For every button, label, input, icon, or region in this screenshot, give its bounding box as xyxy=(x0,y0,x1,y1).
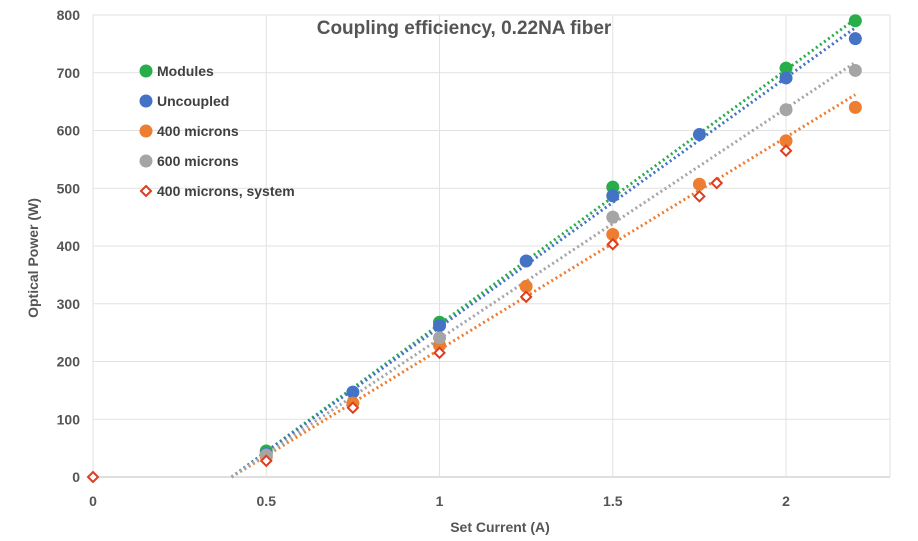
y-axis-label: Optical Power (W) xyxy=(25,198,41,318)
point-400-microns-system xyxy=(606,237,620,251)
point-400-microns xyxy=(692,177,706,191)
point-400-microns-system xyxy=(433,346,446,360)
y-tick-label: 700 xyxy=(57,65,81,81)
point-400-microns-system xyxy=(86,470,100,484)
legend-label: Modules xyxy=(157,63,214,79)
point-400-microns-system xyxy=(259,454,273,468)
legend-item: 600 microns xyxy=(139,153,239,169)
point-400-microns xyxy=(848,100,862,114)
y-tick-label: 600 xyxy=(57,123,81,139)
point-uncoupled xyxy=(692,128,706,142)
x-tick-label: 1 xyxy=(436,493,444,509)
x-tick-label: 0.5 xyxy=(257,493,277,509)
trendline-modules xyxy=(230,17,857,479)
point-400-microns xyxy=(606,227,620,241)
x-axis-label: Set Current (A) xyxy=(450,519,550,535)
y-tick-label: 200 xyxy=(57,354,81,370)
legend-marker xyxy=(139,184,153,198)
legend-item: Modules xyxy=(139,63,214,79)
trendline-uncoupled xyxy=(230,26,857,479)
legend-marker xyxy=(139,64,153,78)
data-points xyxy=(86,14,862,484)
tick-labels: 0 100 200 300 400 500 600 700 800 0 0.5 1 1.5 2 xyxy=(57,7,791,509)
point-400-microns-system xyxy=(710,176,724,190)
x-tick-label: 1.5 xyxy=(603,493,623,509)
point-uncoupled xyxy=(848,32,862,46)
point-uncoupled xyxy=(346,385,360,399)
y-tick-label: 300 xyxy=(57,296,81,312)
legend-item: Uncoupled xyxy=(139,93,229,109)
legend-marker xyxy=(139,124,153,138)
point-uncoupled xyxy=(519,254,533,268)
trendline-400-microns xyxy=(230,93,857,479)
point-uncoupled xyxy=(606,189,620,203)
point-600-microns xyxy=(848,63,862,77)
point-600-microns xyxy=(606,210,620,224)
point-600-microns xyxy=(433,331,447,345)
trendlines xyxy=(230,17,857,479)
x-tick-label: 0 xyxy=(89,493,97,509)
point-uncoupled xyxy=(433,319,447,333)
y-tick-label: 500 xyxy=(57,180,81,196)
point-400-microns xyxy=(519,279,533,293)
legend-label: Uncoupled xyxy=(157,93,229,109)
legend: Modules Uncoupled 400 microns 600 microns 40… xyxy=(139,63,295,199)
point-400-microns-system xyxy=(779,144,793,158)
gridlines xyxy=(92,14,891,478)
point-uncoupled xyxy=(779,71,793,85)
point-modules xyxy=(779,61,793,75)
legend-label: 400 microns, system xyxy=(157,183,295,199)
legend-marker xyxy=(139,154,153,168)
x-tick-label: 2 xyxy=(782,493,790,509)
trendline-600-microns xyxy=(230,61,857,479)
y-tick-label: 100 xyxy=(57,411,81,427)
y-tick-label: 400 xyxy=(57,238,81,254)
y-tick-label: 800 xyxy=(57,7,81,23)
legend-item: 400 microns xyxy=(139,123,239,139)
point-600-microns xyxy=(779,103,793,117)
legend-label: 600 microns xyxy=(157,153,239,169)
point-400-microns-system xyxy=(692,189,706,203)
chart-title: Coupling efficiency, 0.22NA fiber xyxy=(317,18,612,39)
y-tick-label: 0 xyxy=(72,469,80,485)
point-400-microns xyxy=(779,134,793,148)
point-modules xyxy=(848,14,862,28)
legend-marker xyxy=(139,94,153,108)
point-400-microns-system xyxy=(519,290,533,304)
legend-item: 400 microns, system xyxy=(139,183,295,199)
point-400-microns-system xyxy=(346,401,360,415)
legend-label: 400 microns xyxy=(157,123,239,139)
